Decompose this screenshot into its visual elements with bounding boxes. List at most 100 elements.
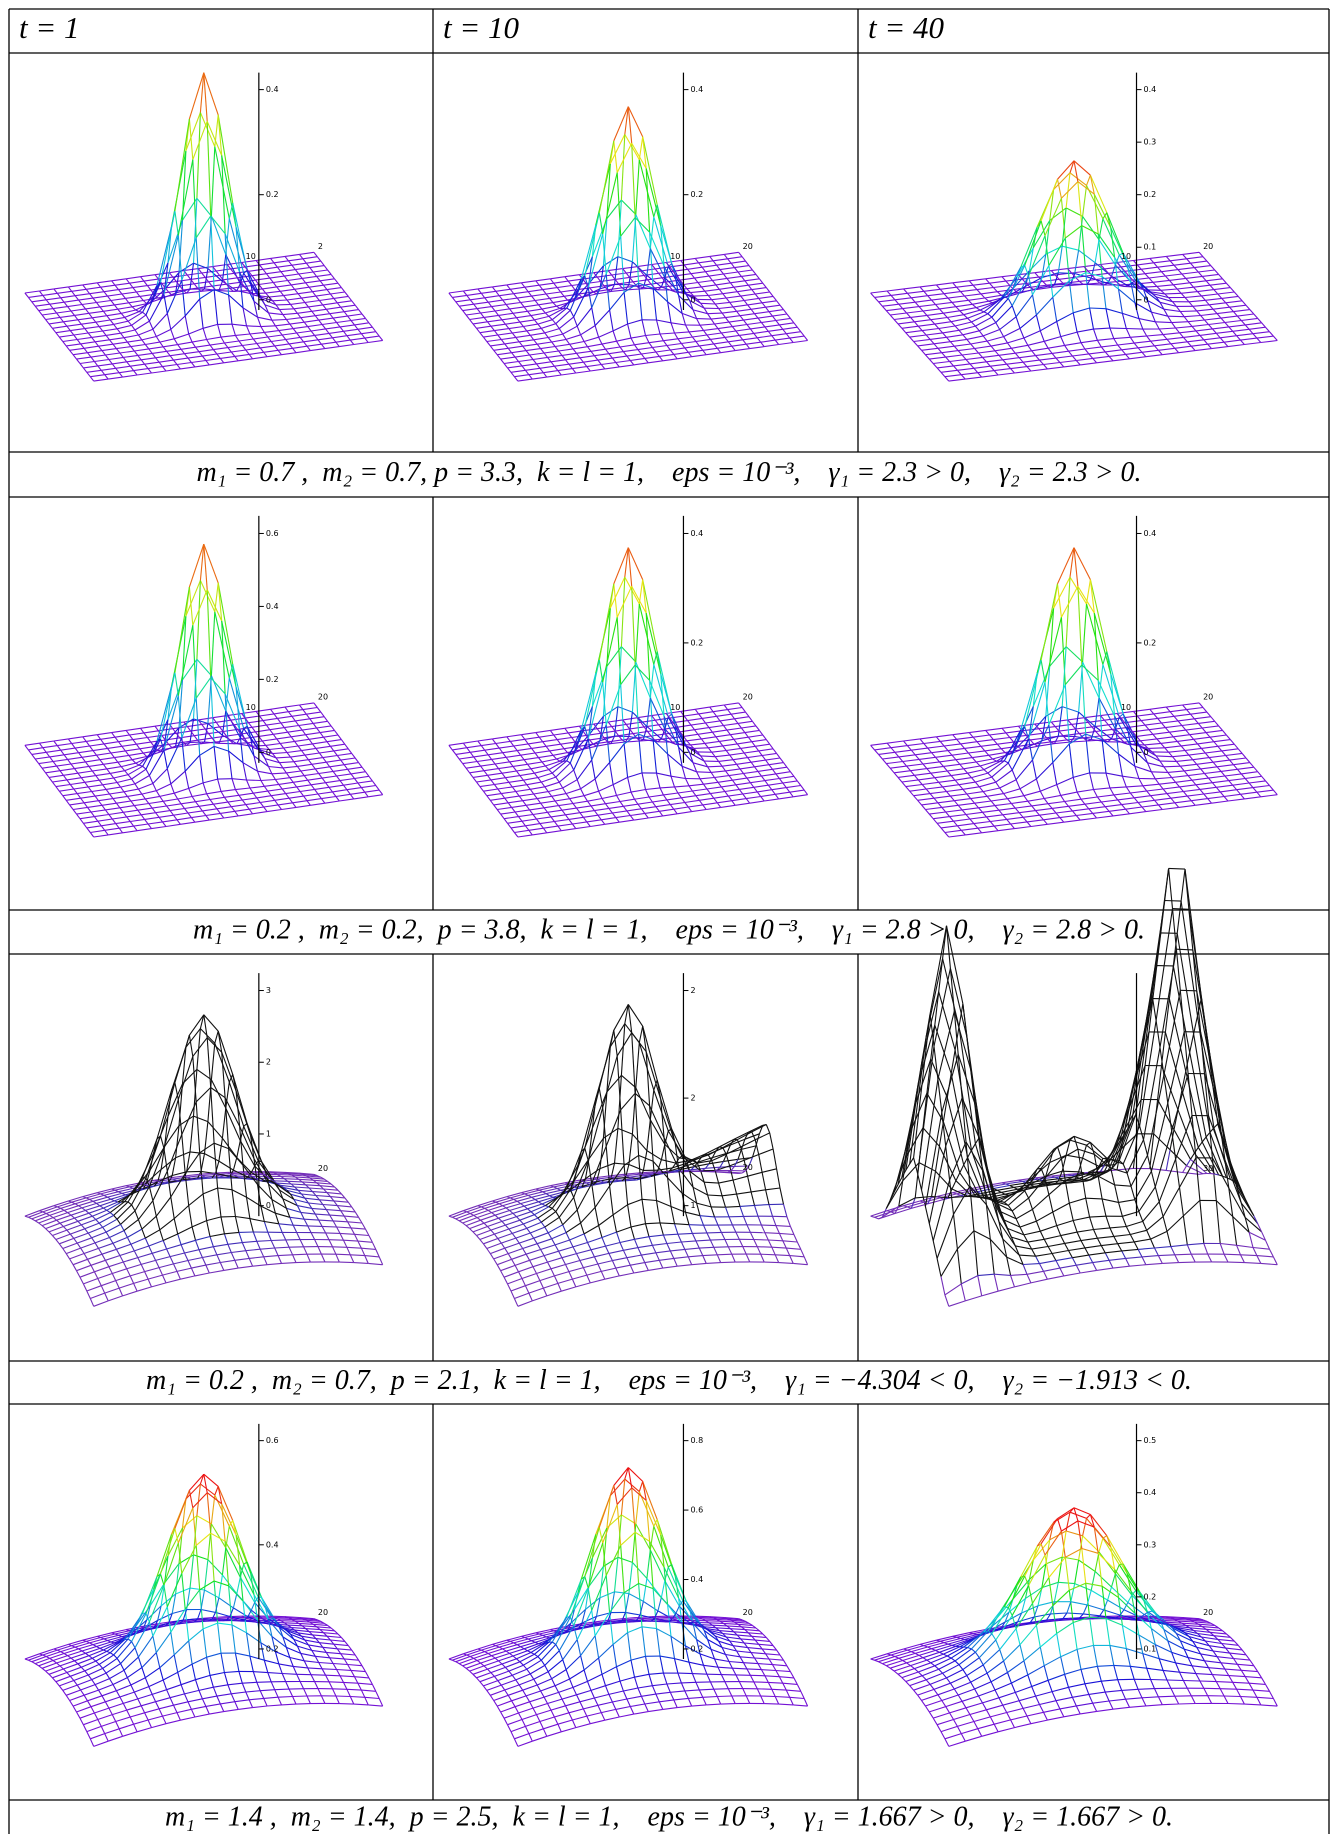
mesh-line [340, 327, 344, 331]
mesh-line [983, 792, 987, 797]
mesh-line [750, 783, 753, 788]
mesh-line [636, 160, 640, 215]
mesh-line [285, 256, 288, 260]
mesh-line [246, 805, 249, 810]
mesh-line [197, 580, 201, 659]
mesh-line [302, 296, 316, 298]
mesh-line [955, 778, 971, 781]
mesh-line [527, 328, 542, 331]
mesh-line [966, 360, 970, 364]
mesh-line [650, 217, 654, 249]
mesh-line [939, 762, 943, 767]
mesh-line [1016, 780, 1020, 789]
mesh-line [304, 320, 319, 322]
mesh-line [197, 659, 212, 675]
mesh-line [333, 790, 347, 792]
mesh-line [1153, 280, 1170, 282]
mesh-line [216, 720, 230, 722]
mesh-line [663, 359, 677, 361]
mesh-line [950, 362, 954, 366]
mesh-line [706, 723, 710, 728]
mesh-line [228, 800, 242, 802]
mesh-line [1057, 313, 1074, 322]
mesh-line [75, 294, 90, 296]
mesh-line [307, 346, 310, 350]
mesh-line [521, 303, 525, 307]
mesh-line [1016, 317, 1020, 329]
mesh-line [965, 294, 981, 296]
mesh-line [88, 807, 92, 812]
mesh-line [1126, 329, 1130, 338]
mesh-line [698, 281, 713, 283]
mesh-line [972, 301, 988, 304]
mesh-line [1168, 316, 1172, 322]
mesh-line [95, 794, 109, 796]
mesh-line [922, 348, 938, 350]
mesh-line [1206, 279, 1222, 281]
mesh-line [717, 346, 732, 348]
mesh-line [740, 767, 755, 769]
mesh-line [517, 318, 520, 322]
mesh-line [1007, 362, 1023, 364]
mesh-line [239, 341, 242, 346]
mesh-line [1142, 807, 1146, 812]
mesh-line [719, 760, 734, 762]
mesh-line [1233, 331, 1237, 335]
mesh-line [50, 757, 53, 762]
mesh-line [308, 305, 322, 307]
mesh-line [121, 313, 125, 317]
mesh-line [505, 778, 509, 783]
mesh-line [515, 357, 518, 361]
mesh-line [667, 800, 670, 805]
mesh-line [602, 795, 617, 798]
mesh-line [295, 719, 310, 721]
mesh-line [477, 780, 491, 782]
mesh-line [138, 810, 141, 815]
mesh-line [1194, 268, 1198, 272]
mesh-line [996, 323, 1000, 330]
mesh-line [305, 753, 320, 755]
mesh-line [449, 291, 463, 293]
mesh-line [202, 354, 217, 356]
mesh-line [501, 337, 516, 339]
mesh-line [1121, 716, 1137, 718]
mesh-line [366, 772, 369, 777]
mesh-line [1216, 333, 1220, 338]
mesh-line [107, 313, 121, 315]
mesh-line [717, 348, 720, 352]
mesh-line [712, 298, 727, 300]
mesh-line [202, 273, 206, 277]
mesh-line [1094, 790, 1098, 798]
mesh-line [100, 758, 115, 760]
mesh-line [287, 753, 291, 758]
mesh-line [269, 748, 283, 750]
mesh-line [101, 737, 115, 739]
mesh-line [1003, 815, 1007, 820]
mesh-line [708, 314, 712, 319]
mesh-line [73, 355, 76, 359]
mesh-line [221, 337, 224, 343]
mesh-line [715, 755, 730, 757]
mesh-line [779, 779, 782, 784]
mesh-line [1244, 343, 1260, 345]
mesh-line [302, 730, 305, 735]
mesh-line [990, 283, 994, 287]
mesh-line [1126, 787, 1130, 793]
mesh-line [235, 809, 249, 811]
mesh-line [1179, 351, 1196, 353]
mesh-line [264, 352, 267, 356]
mesh-line [194, 736, 197, 741]
mesh-line [733, 307, 737, 311]
mesh-line [529, 373, 544, 375]
mesh-line [599, 213, 602, 234]
mesh-line [134, 369, 149, 371]
mesh-line [542, 306, 557, 309]
mesh-line [242, 800, 246, 805]
mesh-line [652, 348, 656, 353]
mesh-line [621, 134, 624, 200]
mesh-line [545, 333, 548, 338]
mesh-line [111, 298, 126, 300]
mesh-line [1097, 340, 1101, 347]
mesh-line [142, 794, 145, 799]
mesh-line [275, 778, 289, 780]
